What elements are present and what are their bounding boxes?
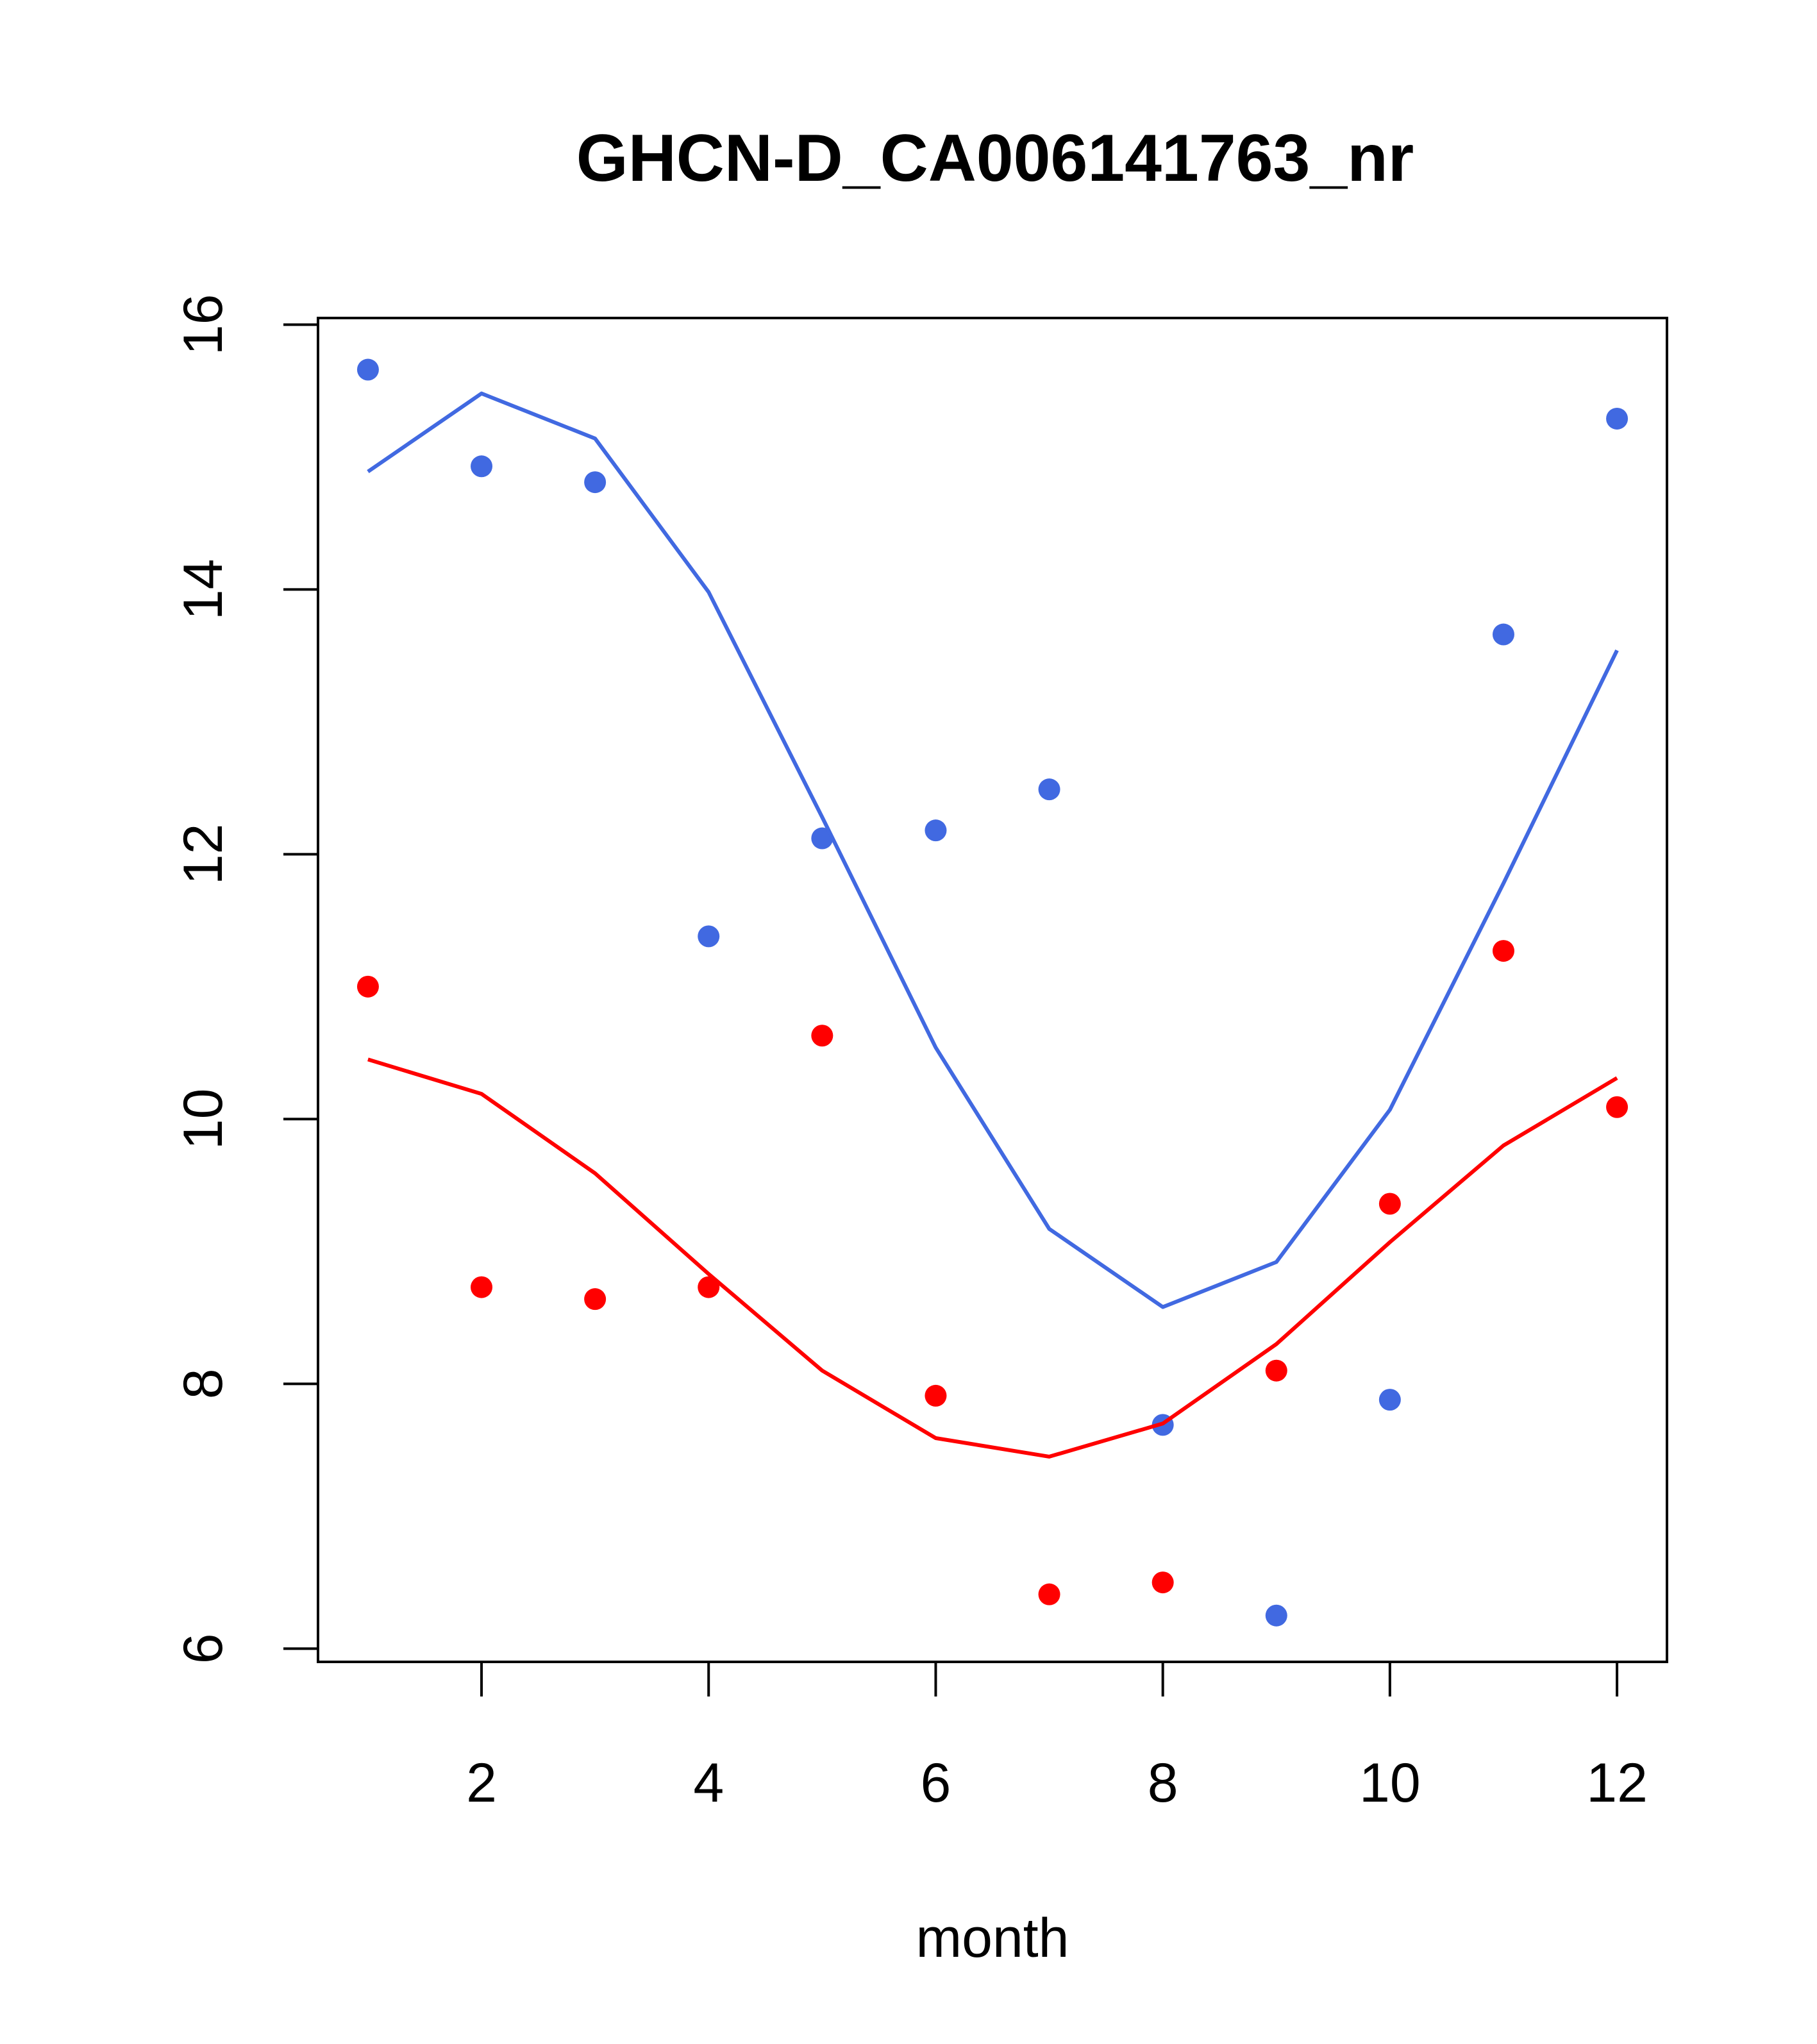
blue-line-path — [367, 391, 1619, 1309]
blue-points-point — [356, 358, 379, 381]
blue-points-point — [925, 819, 947, 842]
blue-points-point — [1492, 623, 1514, 646]
x-tick-label: 4 — [693, 1752, 724, 1814]
red-points-point — [925, 1384, 947, 1407]
red-points-point — [1151, 1571, 1174, 1594]
x-tick-label: 10 — [1359, 1752, 1421, 1814]
plot-frame — [317, 317, 1668, 1663]
y-tick-label: 6 — [172, 1633, 234, 1664]
red-points-point — [1606, 1096, 1629, 1118]
blue-points-point — [584, 471, 607, 494]
x-tick-label: 2 — [466, 1752, 497, 1814]
chart-title: GHCN-D_CA006141763_nr — [576, 121, 1414, 196]
blue-points-point — [811, 827, 833, 850]
red-points-point — [356, 975, 379, 998]
series-layer — [356, 358, 1629, 1627]
x-axis: 2 4 6 8 10 12 — [466, 1661, 1648, 1814]
blue-points-point — [698, 925, 720, 948]
x-tick-label: 6 — [921, 1752, 951, 1814]
red-line-path — [367, 1057, 1618, 1459]
y-tick-label: 8 — [172, 1368, 234, 1399]
blue-points-point — [1606, 407, 1629, 430]
red-points-point — [1492, 940, 1514, 962]
x-tick-label: 12 — [1586, 1752, 1648, 1814]
blue-points-point — [1265, 1604, 1287, 1627]
y-tick-label: 12 — [172, 823, 234, 885]
red-points-point — [1378, 1193, 1401, 1215]
y-tick-label: 14 — [172, 558, 234, 620]
red-points-point — [811, 1025, 833, 1047]
x-tick-label: 8 — [1148, 1752, 1178, 1814]
x-axis-label: month — [916, 1907, 1069, 1969]
y-tick-label: 16 — [172, 294, 234, 355]
blue-points-point — [1038, 778, 1060, 801]
red-points-point — [471, 1276, 493, 1298]
red-points-point — [698, 1276, 720, 1298]
blue-points-point — [471, 455, 493, 478]
y-axis: 6 8 10 12 14 16 — [172, 294, 319, 1664]
y-tick-label: 10 — [172, 1089, 234, 1150]
red-points-point — [1265, 1359, 1287, 1382]
blue-points-point — [1378, 1389, 1401, 1411]
red-points-point — [584, 1288, 607, 1311]
red-points-point — [1038, 1583, 1060, 1605]
